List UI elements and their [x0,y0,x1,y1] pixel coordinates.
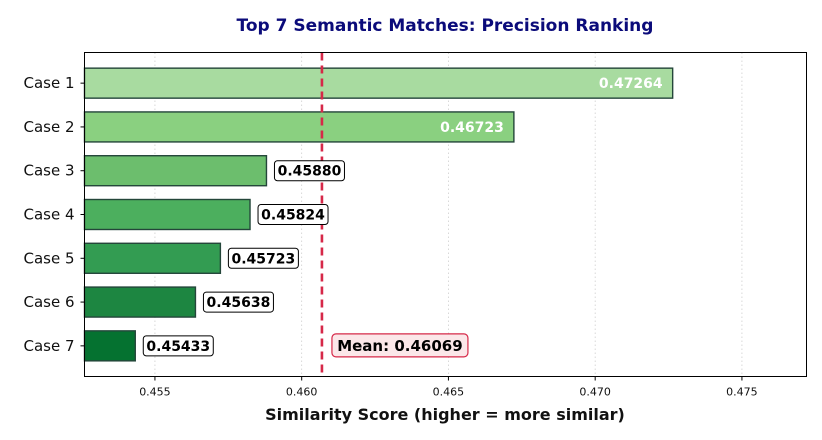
value-label-box [202,291,274,313]
x-tick-label: 0.460 [286,386,318,399]
mean-label: Mean: 0.46069 [337,337,462,355]
value-label-box [257,204,329,225]
x-tick-label: 0.470 [579,386,611,399]
bar [83,67,674,99]
value-label-box [142,335,214,357]
y-tick-label: Case 5 [23,249,74,267]
value-label: 0.47264 [599,76,663,92]
y-tick-label: Case 7 [23,337,74,355]
value-label: 0.45880 [278,164,342,180]
value-label: 0.45433 [146,339,210,355]
x-tick-label: 0.455 [139,386,171,399]
value-label: 0.45824 [261,208,325,224]
value-label: 0.45723 [232,251,296,267]
value-label: 0.46723 [440,120,504,136]
bar [83,330,136,362]
bar [83,286,197,318]
x-tick-label: 0.465 [433,386,465,399]
y-tick-label: Case 2 [23,118,74,136]
y-tick-label: Case 1 [23,74,74,92]
value-label-box [273,160,345,182]
chart-title: Top 7 Semantic Matches: Precision Rankin… [237,16,654,36]
y-tick-label: Case 3 [23,162,74,180]
value-label: 0.45638 [207,295,271,311]
bar [83,155,268,187]
value-label-box [227,247,299,269]
y-tick-label: Case 4 [23,206,74,224]
x-axis-label: Similarity Score (higher = more similar) [265,405,625,424]
bar [83,198,251,231]
mean-label-box [331,333,469,358]
y-tick-label: Case 6 [23,293,74,311]
x-tick-label: 0.475 [726,386,758,399]
bar [83,242,222,274]
